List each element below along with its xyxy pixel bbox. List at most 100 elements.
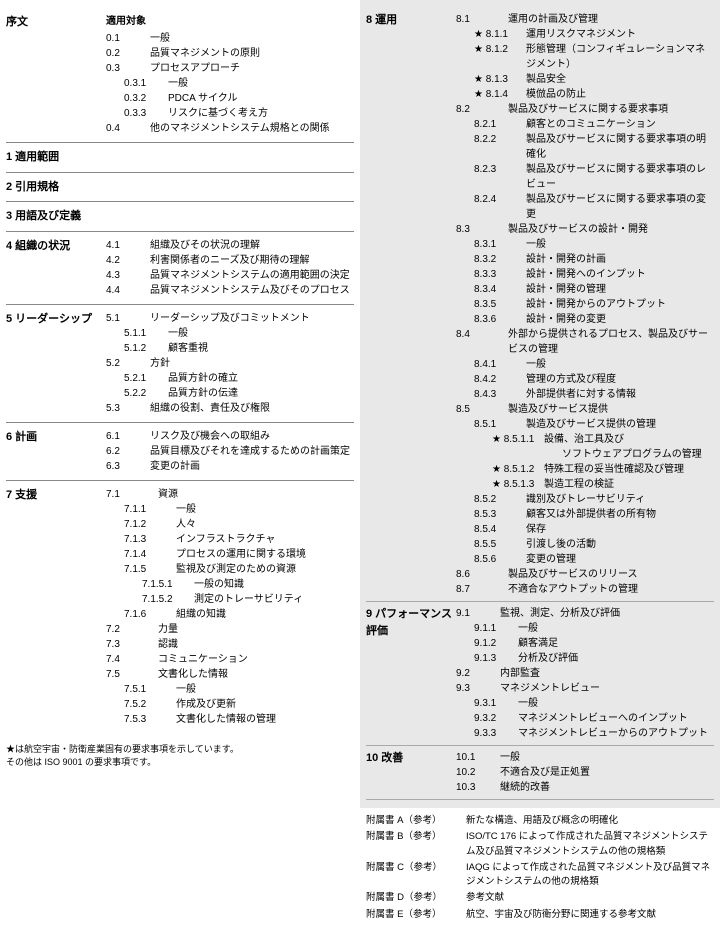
toc-row: 8.5製造及びサービス提供 bbox=[456, 402, 714, 417]
s6: 6 計画 6.1リスク及び機会への取組み6.2品質目標及びそれを達成するための計… bbox=[6, 423, 354, 481]
toc-row: 8.1運用の計画及び管理 bbox=[456, 12, 714, 27]
toc-row: 8.5.1製造及びサービス提供の管理 bbox=[456, 417, 714, 432]
toc-row: 0.4他のマネジメントシステム規格との関係 bbox=[106, 121, 354, 136]
toc-row: 0.1一般 bbox=[106, 31, 354, 46]
toc-row: 8.3.1一般 bbox=[456, 237, 714, 252]
toc-row: 4.2利害関係者のニーズ及び期待の理解 bbox=[106, 253, 354, 268]
toc-row: 6.3変更の計画 bbox=[106, 459, 354, 474]
star-marker: 8.5.1.2 bbox=[492, 462, 544, 477]
toc-row: 0.3.2PDCA サイクル bbox=[106, 91, 354, 106]
toc-row: 9.1.2顧客満足 bbox=[456, 636, 714, 651]
toc-row: 7.5.1一般 bbox=[106, 682, 354, 697]
toc-row: 8.5.2識別及びトレーサビリティ bbox=[456, 492, 714, 507]
toc-row: 8.5.1.2特殊工程の妥当性確認及び管理 bbox=[456, 462, 714, 477]
footnote: ★は航空宇宙・防衛産業固有の要求事項を示しています。 その他は ISO 9001… bbox=[6, 743, 354, 770]
s2: 2 引用規格 bbox=[6, 173, 354, 203]
toc-row: 6.1リスク及び機会への取組み bbox=[106, 429, 354, 444]
toc-row: 9.1監視、測定、分析及び評価 bbox=[456, 606, 714, 621]
toc-row: 8.3製品及びサービスの設計・開発 bbox=[456, 222, 714, 237]
toc-row: 8.3.3設計・開発へのインプット bbox=[456, 267, 714, 282]
s10: 10 改善 10.1一般10.2不適合及び是正処置10.3継続的改善 bbox=[366, 746, 714, 800]
annex-block: 附属書 A（参考）新たな構造、用語及び概念の明確化附属書 B（参考）ISO/TC… bbox=[360, 808, 720, 930]
toc-row: 7.1.5.1一般の知識 bbox=[106, 577, 354, 592]
toc-row: ソフトウェアプログラムの管理 bbox=[456, 447, 714, 462]
toc-row: 8.3.6設計・開発の変更 bbox=[456, 312, 714, 327]
s1: 1 適用範囲 bbox=[6, 143, 354, 173]
toc-row: 0.3.3リスクに基づく考え方 bbox=[106, 106, 354, 121]
toc-row: 7.1.4プロセスの運用に関する環境 bbox=[106, 547, 354, 562]
toc-row: 8.3.2設計・開発の計画 bbox=[456, 252, 714, 267]
toc-row: 4.3品質マネジメントシステムの適用範囲の決定 bbox=[106, 268, 354, 283]
right-column: 8 運用 8.1運用の計画及び管理8.1.1運用リスクマネジメント8.1.2形態… bbox=[360, 0, 720, 725]
toc-row: 5.2.2品質方針の伝達 bbox=[106, 386, 354, 401]
toc-row: 9.1.1一般 bbox=[456, 621, 714, 636]
toc-row: 7.5.3文書化した情報の管理 bbox=[106, 712, 354, 727]
toc-row: 8.4外部から提供されるプロセス、製品及びサービスの管理 bbox=[456, 327, 714, 357]
toc-row: 5.1リーダーシップ及びコミットメント bbox=[106, 311, 354, 326]
toc-row: 5.1.1一般 bbox=[106, 326, 354, 341]
toc-row: 8.7不適合なアウトプットの管理 bbox=[456, 582, 714, 597]
toc-row: 8.1.1運用リスクマネジメント bbox=[456, 27, 714, 42]
toc-row: 8.4.2管理の方式及び程度 bbox=[456, 372, 714, 387]
toc-row: 8.4.1一般 bbox=[456, 357, 714, 372]
toc-row: 8.2.2製品及びサービスに関する要求事項の明確化 bbox=[456, 132, 714, 162]
toc-row: 10.3継続的改善 bbox=[456, 780, 714, 795]
toc-row: 9.3マネジメントレビュー bbox=[456, 681, 714, 696]
toc-row: 7.4コミュニケーション bbox=[106, 652, 354, 667]
star-marker: 8.1.2 bbox=[474, 42, 526, 72]
toc-row: 7.3認識 bbox=[106, 637, 354, 652]
left-column: 序文 適用対象 0.1一般0.2品質マネジメントの原則0.3プロセスアプローチ0… bbox=[0, 0, 360, 725]
annex-row: 附属書 A（参考）新たな構造、用語及び概念の明確化 bbox=[366, 814, 714, 828]
toc-row: 7.1.3インフラストラクチャ bbox=[106, 532, 354, 547]
annex-row: 附属書 C（参考）IAQG によって作成された品質マネジメント及び品質マネジメン… bbox=[366, 861, 714, 890]
star-marker: 8.1.3 bbox=[474, 72, 526, 87]
toc-row: 8.2.1顧客とのコミュニケーション bbox=[456, 117, 714, 132]
toc-row: 8.3.4設計・開発の管理 bbox=[456, 282, 714, 297]
toc-row: 7.2力量 bbox=[106, 622, 354, 637]
toc-row: 7.5.2作成及び更新 bbox=[106, 697, 354, 712]
star-marker: 8.5.1.1 bbox=[492, 432, 544, 447]
s7: 7 支援 7.1資源7.1.1一般7.1.2人々7.1.3インフラストラクチャ7… bbox=[6, 481, 354, 733]
toc-row: 8.4.3外部提供者に対する情報 bbox=[456, 387, 714, 402]
toc-row: 8.5.1.1設備、治工具及び bbox=[456, 432, 714, 447]
toc-row: 9.3.2マネジメントレビューへのインプット bbox=[456, 711, 714, 726]
toc-row: 5.3組織の役割、責任及び権限 bbox=[106, 401, 354, 416]
toc-row: 7.1資源 bbox=[106, 487, 354, 502]
toc-row: 8.2製品及びサービスに関する要求事項 bbox=[456, 102, 714, 117]
star-marker: 8.1.4 bbox=[474, 87, 526, 102]
toc-row: 9.3.3マネジメントレビューからのアウトプット bbox=[456, 726, 714, 741]
toc-row: 4.4品質マネジメントシステム及びそのプロセス bbox=[106, 283, 354, 298]
toc-row: 9.3.1一般 bbox=[456, 696, 714, 711]
toc-row: 6.2品質目標及びそれを達成するための計画策定 bbox=[106, 444, 354, 459]
preface-title: 序文 bbox=[6, 14, 106, 136]
s3: 3 用語及び定義 bbox=[6, 202, 354, 232]
s8: 8 運用 8.1運用の計画及び管理8.1.1運用リスクマネジメント8.1.2形態… bbox=[366, 8, 714, 602]
toc-row: 8.3.5設計・開発からのアウトプット bbox=[456, 297, 714, 312]
annex-row: 附属書 B（参考）ISO/TC 176 によって作成された品質マネジメントシステ… bbox=[366, 830, 714, 859]
toc-row: 5.1.2顧客重視 bbox=[106, 341, 354, 356]
toc-row: 8.5.5引渡し後の活動 bbox=[456, 537, 714, 552]
annex-row: 附属書 E（参考）航空、宇宙及び防衛分野に関連する参考文献 bbox=[366, 908, 714, 922]
toc-row: 0.3プロセスアプローチ bbox=[106, 61, 354, 76]
toc-row: 7.1.2人々 bbox=[106, 517, 354, 532]
annex-row: 附属書 D（参考）参考文献 bbox=[366, 891, 714, 905]
star-marker: 8.5.1.3 bbox=[492, 477, 544, 492]
toc-row: 10.2不適合及び是正処置 bbox=[456, 765, 714, 780]
toc-row: 8.6製品及びサービスのリリース bbox=[456, 567, 714, 582]
toc-row: 8.1.2形態管理（コンフィギュレーションマネジメント） bbox=[456, 42, 714, 72]
toc-row: 0.2品質マネジメントの原則 bbox=[106, 46, 354, 61]
toc-row: 8.2.3製品及びサービスに関する要求事項のレビュー bbox=[456, 162, 714, 192]
toc-row: 8.5.6変更の管理 bbox=[456, 552, 714, 567]
toc-row: 5.2.1品質方針の確立 bbox=[106, 371, 354, 386]
toc-row: 10.1一般 bbox=[456, 750, 714, 765]
toc-row: 9.2内部監査 bbox=[456, 666, 714, 681]
s5: 5 リーダーシップ 5.1リーダーシップ及びコミットメント5.1.1一般5.1.… bbox=[6, 305, 354, 423]
toc-row: 7.1.5.2測定のトレーサビリティ bbox=[106, 592, 354, 607]
toc-row: 4.1組織及びその状況の理解 bbox=[106, 238, 354, 253]
toc-row: 7.1.5監視及び測定のための資源 bbox=[106, 562, 354, 577]
toc-row: 8.1.3製品安全 bbox=[456, 72, 714, 87]
toc-row: 0.3.1一般 bbox=[106, 76, 354, 91]
preface-heading: 適用対象 bbox=[106, 14, 354, 29]
toc-row: 8.1.4模倣品の防止 bbox=[456, 87, 714, 102]
preface-section: 序文 適用対象 0.1一般0.2品質マネジメントの原則0.3プロセスアプローチ0… bbox=[6, 8, 354, 143]
